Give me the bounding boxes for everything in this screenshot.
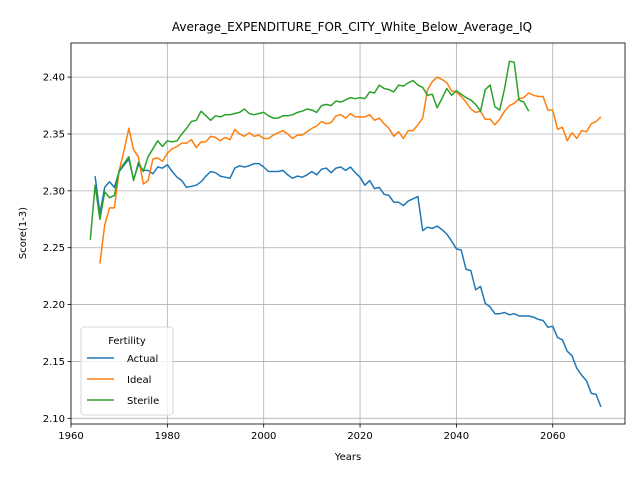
x-tick-label: 2020 [347, 431, 372, 442]
x-tick-label: 1960 [58, 431, 83, 442]
x-axis-title: Years [334, 452, 361, 463]
legend-label-ideal: Ideal [127, 375, 151, 386]
x-tick-label: 1980 [155, 431, 180, 442]
x-tick-label: 2000 [251, 431, 276, 442]
y-tick-label: 2.10 [43, 414, 65, 425]
legend-title: Fertility [108, 336, 146, 347]
y-tick-label: 2.35 [43, 129, 65, 140]
y-tick-label: 2.40 [43, 73, 65, 84]
y-axis-title: Score(1-3) [18, 207, 29, 259]
legend: Fertility Actual Ideal Sterile [81, 327, 173, 415]
legend-label-sterile: Sterile [127, 396, 159, 407]
y-tick-label: 2.25 [43, 243, 65, 254]
y-tick-label: 2.30 [43, 186, 65, 197]
legend-label-actual: Actual [127, 354, 158, 365]
chart-title: Average_EXPENDITURE_FOR_CITY_White_Below… [172, 20, 532, 34]
x-tick-label: 2060 [540, 431, 565, 442]
y-tick-label: 2.20 [43, 300, 65, 311]
y-tick-label: 2.15 [43, 357, 65, 368]
x-tick-label: 2040 [444, 431, 469, 442]
